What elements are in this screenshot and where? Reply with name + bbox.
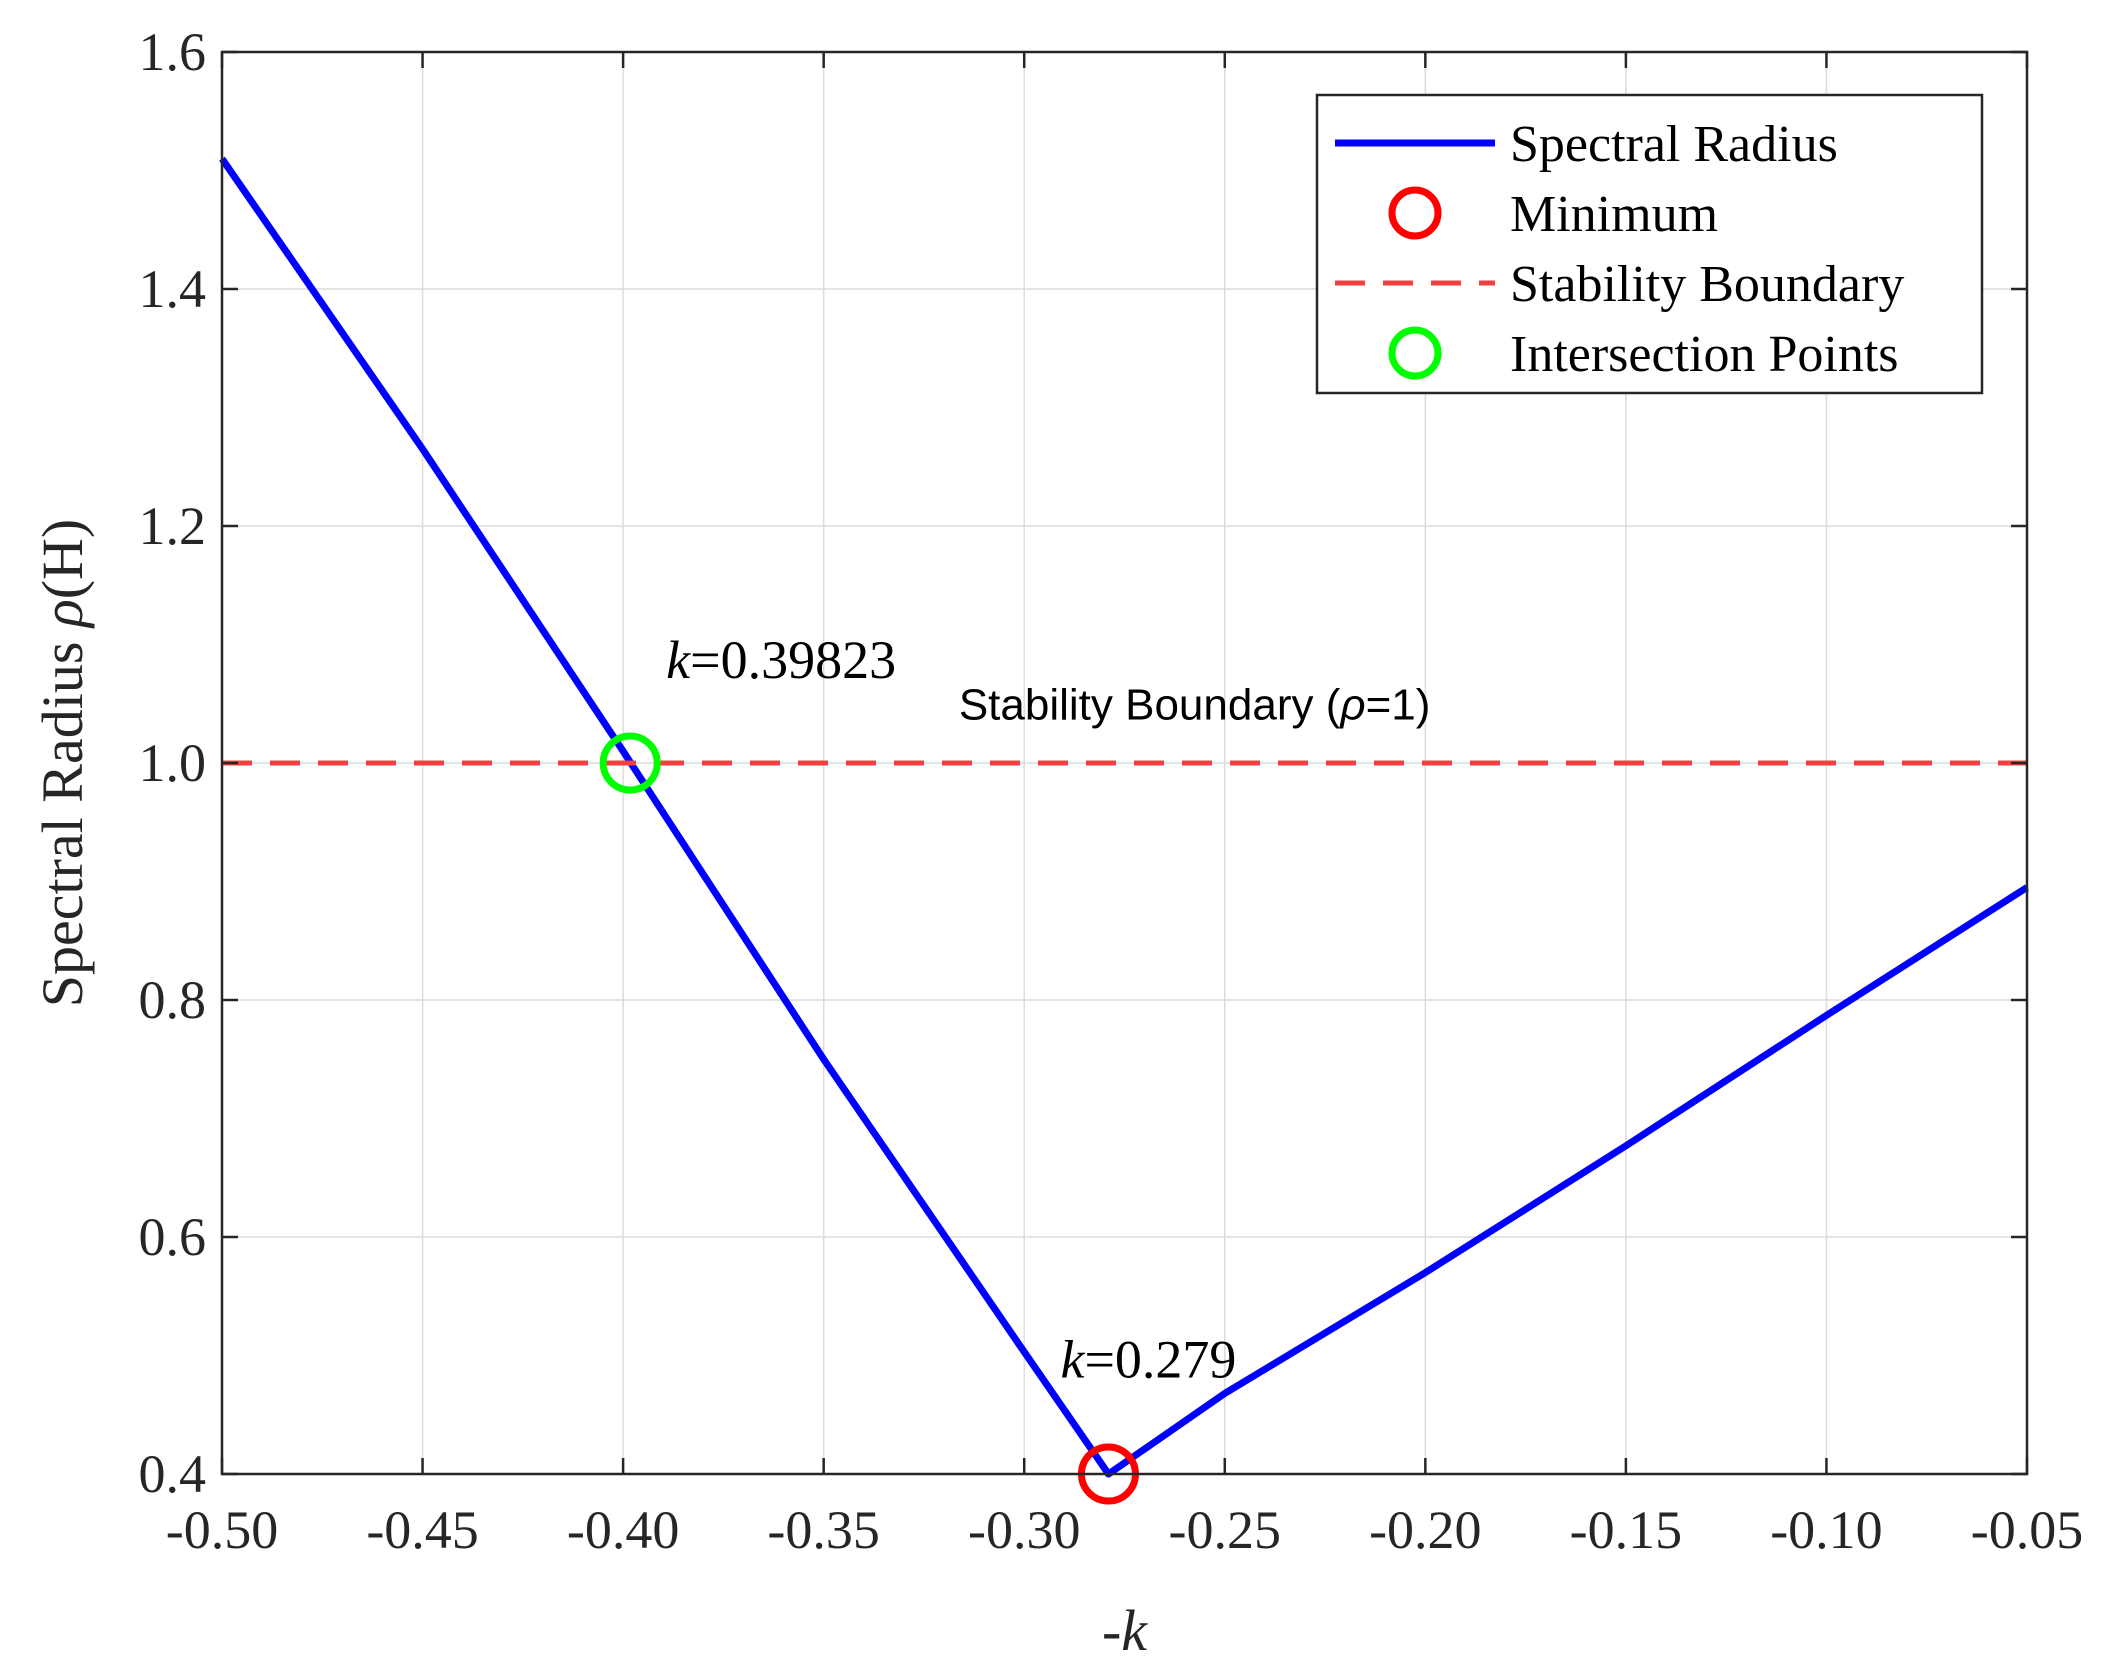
legend-label: Intersection Points xyxy=(1510,326,1899,383)
legend-circle-swatch xyxy=(1388,186,1442,240)
legend: Spectral Radius Minimum Stability Boundary… xyxy=(1315,93,1984,395)
x-tick-label: -0.30 xyxy=(968,1500,1080,1560)
annotation-k-intersection: k=0.39823 xyxy=(666,630,896,690)
legend-label: Stability Boundary xyxy=(1510,256,1904,313)
legend-entry-intersection-points: Intersection Points xyxy=(1388,326,1899,383)
annotation-k-intersection-var: k xyxy=(666,630,691,690)
y-tick-label: 1.2 xyxy=(139,496,207,556)
x-axis-label-var: k xyxy=(1121,1598,1148,1663)
y-tick-label: 0.8 xyxy=(139,970,207,1030)
annotation-k-minimum-value: =0.279 xyxy=(1084,1329,1236,1389)
legend-entry-spectral-radius: Spectral Radius xyxy=(1335,116,1838,173)
annotation-k-minimum: k=0.279 xyxy=(1060,1329,1236,1389)
x-tick-label: -0.35 xyxy=(767,1500,879,1560)
x-axis-label: -k xyxy=(1102,1598,1148,1663)
y-tick-label: 1.4 xyxy=(139,259,207,319)
y-axis-label: Spectral Radius ρ(H) xyxy=(30,519,95,1008)
y-axis-label-text: Spectral Radius xyxy=(30,627,95,1007)
tick-layer: -0.50 -0.45 -0.40 -0.35 -0.30 -0.25 -0.20 -0.15… xyxy=(139,22,2084,1560)
y-tick-label: 1.0 xyxy=(139,733,207,793)
x-tick-label: -0.45 xyxy=(366,1500,478,1560)
x-axis-label-prefix: - xyxy=(1102,1598,1121,1663)
legend-entry-minimum: Minimum xyxy=(1388,186,1718,243)
x-tick-label: -0.10 xyxy=(1770,1500,1882,1560)
y-tick-label: 0.4 xyxy=(139,1444,207,1504)
legend-entry-stability-boundary: Stability Boundary xyxy=(1335,256,1904,313)
stability-boundary-label-after: =1) xyxy=(1366,681,1431,730)
x-tick-label: -0.20 xyxy=(1369,1500,1481,1560)
y-axis-label-symbol: ρ xyxy=(30,599,95,629)
stability-boundary-label: Stability Boundary (ρ=1) xyxy=(959,681,1431,730)
stability-boundary-label-before: Stability Boundary ( xyxy=(959,681,1341,730)
legend-entries: Spectral Radius Minimum Stability Boundary… xyxy=(1335,116,1904,383)
legend-circle-swatch xyxy=(1388,326,1442,380)
y-axis-label-suffix: (H) xyxy=(30,519,95,600)
legend-label: Spectral Radius xyxy=(1510,116,1838,173)
x-tick-label: -0.05 xyxy=(1971,1500,2083,1560)
annotation-k-intersection-value: =0.39823 xyxy=(690,630,896,690)
y-tick-label: 0.6 xyxy=(139,1207,207,1267)
x-tick-label: -0.15 xyxy=(1570,1500,1682,1560)
stability-boundary-label-symbol: ρ xyxy=(1338,681,1365,730)
x-tick-label: -0.40 xyxy=(567,1500,679,1560)
legend-label: Minimum xyxy=(1510,186,1718,243)
marker-intersection-points xyxy=(599,732,661,794)
y-tick-label: 1.6 xyxy=(139,22,207,82)
x-tick-label: -0.50 xyxy=(166,1500,278,1560)
annotation-k-minimum-var: k xyxy=(1060,1329,1085,1389)
x-tick-label: -0.25 xyxy=(1169,1500,1281,1560)
